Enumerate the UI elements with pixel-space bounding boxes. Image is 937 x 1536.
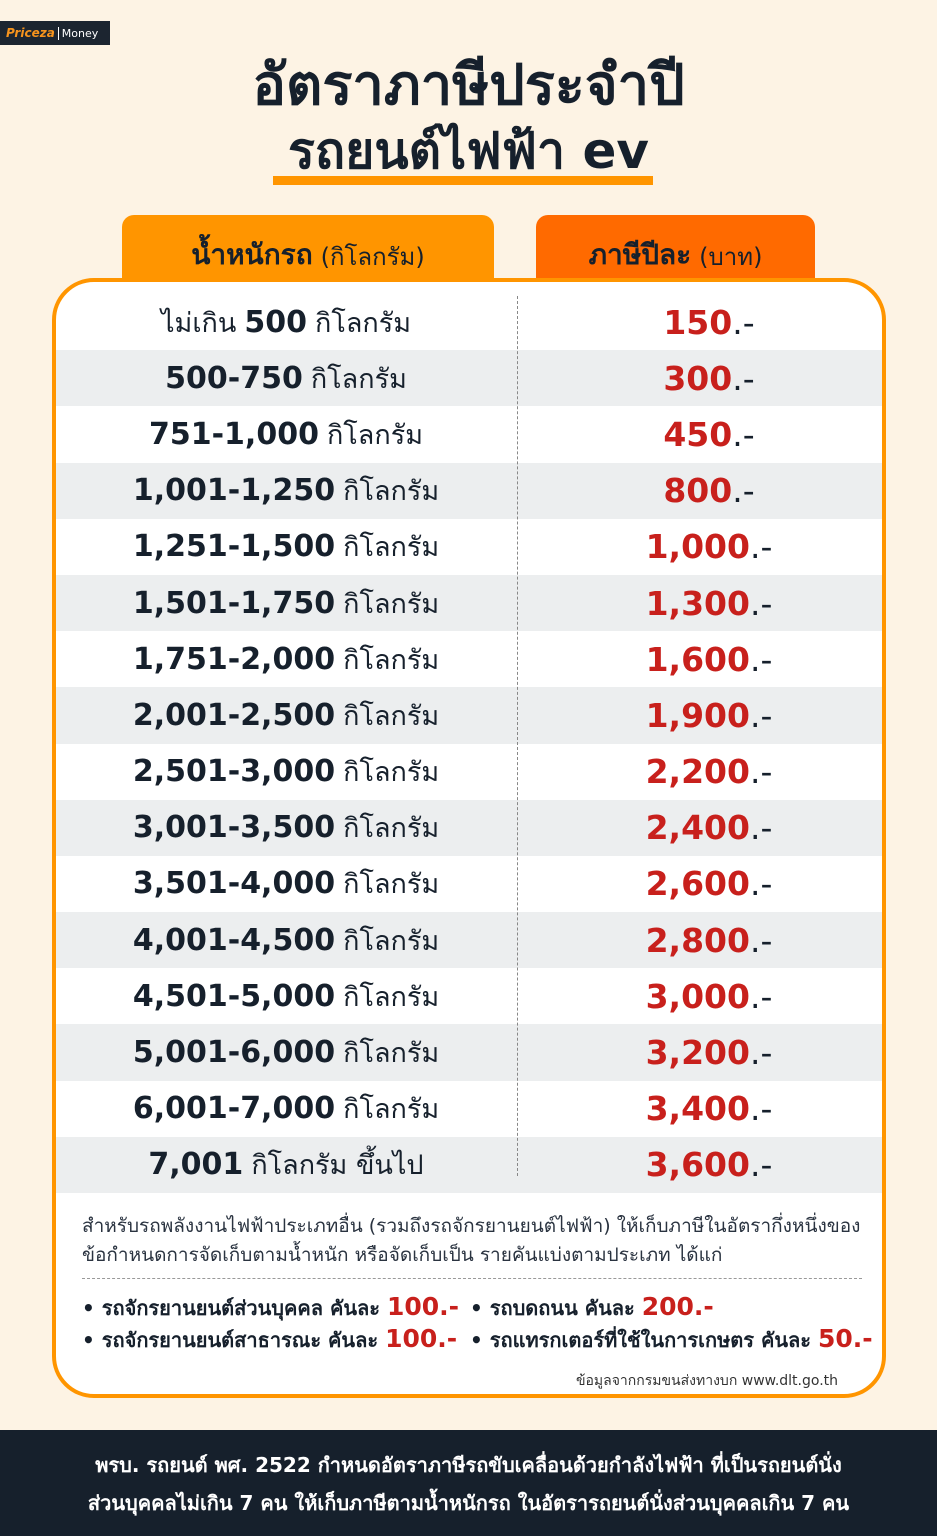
table-row: 3,501-4,000 กิโลกรัม 2,600.- <box>56 856 882 912</box>
tax-amount: 3,200.- <box>645 1033 773 1073</box>
tax-amount: 1,900.- <box>645 695 773 735</box>
header-weight: น้ำหนักรถ (กิโลกรัม) <box>122 215 494 285</box>
weight-range: 2,501-3,000 กิโลกรัม <box>132 754 440 790</box>
tax-amount: 300.- <box>663 358 755 398</box>
tax-amount: 2,400.- <box>645 808 773 848</box>
title-underline <box>273 176 653 185</box>
table-row: 3,001-3,500 กิโลกรัม 2,400.- <box>56 799 882 856</box>
table-row: 4,001-4,500 กิโลกรัม 2,800.- <box>56 912 882 969</box>
table-row: 5,001-6,000 กิโลกรัม 3,200.- <box>56 1024 882 1081</box>
tax-amount: 2,800.- <box>645 920 773 960</box>
bullet-item: • รถจักรยานยนต์สาธารณะ คันละ 100.- <box>82 1324 458 1353</box>
weight-range: 6,001-7,000 กิโลกรัม <box>132 1091 440 1127</box>
bullet-item: • รถแทรกเตอร์ที่ใช้ในการเกษตร คันละ 50.- <box>470 1324 873 1353</box>
tax-amount: 450.- <box>663 414 755 454</box>
table-row: 1,501-1,750 กิโลกรัม 1,300.- <box>56 574 882 632</box>
tax-amount: 1,000.- <box>645 527 773 567</box>
tax-amount: 2,600.- <box>645 864 773 904</box>
table-row: 2,501-3,000 กิโลกรัม 2,200.- <box>56 744 882 800</box>
divider <box>82 1278 862 1279</box>
weight-range: 5,001-6,000 กิโลกรัม <box>132 1035 440 1071</box>
weight-range: ไม่เกิน 500 กิโลกรัม <box>160 304 412 340</box>
priceza-money-logo: Priceza Money <box>0 21 110 45</box>
page-title: อัตราภาษีประจำปี <box>252 53 685 118</box>
weight-range: 1,501-1,750 กิโลกรัม <box>132 585 440 621</box>
footer-banner: พรบ. รถยนต์ พศ. 2522 กำหนดอัตราภาษีรถขับ… <box>0 1430 937 1536</box>
table-row: 500-750 กิโลกรัม 300.- <box>56 350 882 407</box>
weight-range: 4,001-4,500 กิโลกรัม <box>132 922 440 958</box>
table-row: ไม่เกิน 500 กิโลกรัม 150.- <box>56 294 882 350</box>
column-divider <box>517 296 518 1176</box>
table-row: 4,501-5,000 กิโลกรัม 3,000.- <box>56 968 882 1024</box>
weight-range: 1,001-1,250 กิโลกรัม <box>132 473 440 509</box>
weight-range: 1,751-2,000 กิโลกรัม <box>132 641 440 677</box>
tax-amount: 800.- <box>663 471 755 511</box>
tax-table: ไม่เกิน 500 กิโลกรัม 150.- 500-750 กิโลกรัม 30… <box>52 278 886 1398</box>
weight-range: 1,251-1,500 กิโลกรัม <box>132 529 440 565</box>
table-row: 1,001-1,250 กิโลกรัม 800.- <box>56 462 882 519</box>
note-text: สำหรับรถพลังงานไฟฟ้าประเภทอื่น (รวมถึงรถ… <box>82 1215 861 1266</box>
header-tax: ภาษีปีละ (บาท) <box>536 215 815 285</box>
weight-range: 500-750 กิโลกรัม <box>165 360 407 396</box>
weight-range: 7,001 กิโลกรัม ขึ้นไป <box>148 1147 424 1183</box>
tax-amount: 1,300.- <box>645 583 773 623</box>
table-row: 751-1,000 กิโลกรัม 450.- <box>56 406 882 462</box>
tax-amount: 3,400.- <box>645 1089 773 1129</box>
bullet-item: • รถบดถนน คันละ 200.- <box>470 1292 714 1321</box>
table-row: 1,751-2,000 กิโลกรัม 1,600.- <box>56 631 882 687</box>
weight-range: 3,001-3,500 กิโลกรัม <box>132 810 440 846</box>
tax-amount: 150.- <box>663 302 755 342</box>
source-text: ข้อมูลจากกรมขนส่งทางบก www.dlt.go.th <box>575 1373 838 1389</box>
table-row: 7,001 กิโลกรัม ขึ้นไป 3,600.- <box>56 1136 882 1193</box>
tax-amount: 3,600.- <box>645 1145 773 1185</box>
tax-amount: 3,000.- <box>645 976 773 1016</box>
table-row: 2,001-2,500 กิโลกรัม 1,900.- <box>56 687 882 744</box>
page-subtitle: รถยนต์ไฟฟ้า ev <box>287 122 649 180</box>
tax-amount: 1,600.- <box>645 639 773 679</box>
table-row: 6,001-7,000 กิโลกรัม 3,400.- <box>56 1081 882 1137</box>
bullet-item: • รถจักรยานยนต์ส่วนบุคคล คันละ 100.- <box>82 1292 460 1321</box>
tax-amount: 2,200.- <box>645 752 773 792</box>
weight-range: 2,001-2,500 กิโลกรัม <box>132 697 440 733</box>
table-row: 1,251-1,500 กิโลกรัม 1,000.- <box>56 519 882 575</box>
weight-range: 751-1,000 กิโลกรัม <box>148 416 423 452</box>
weight-range: 4,501-5,000 กิโลกรัม <box>132 978 440 1014</box>
weight-range: 3,501-4,000 กิโลกรัม <box>132 866 440 902</box>
